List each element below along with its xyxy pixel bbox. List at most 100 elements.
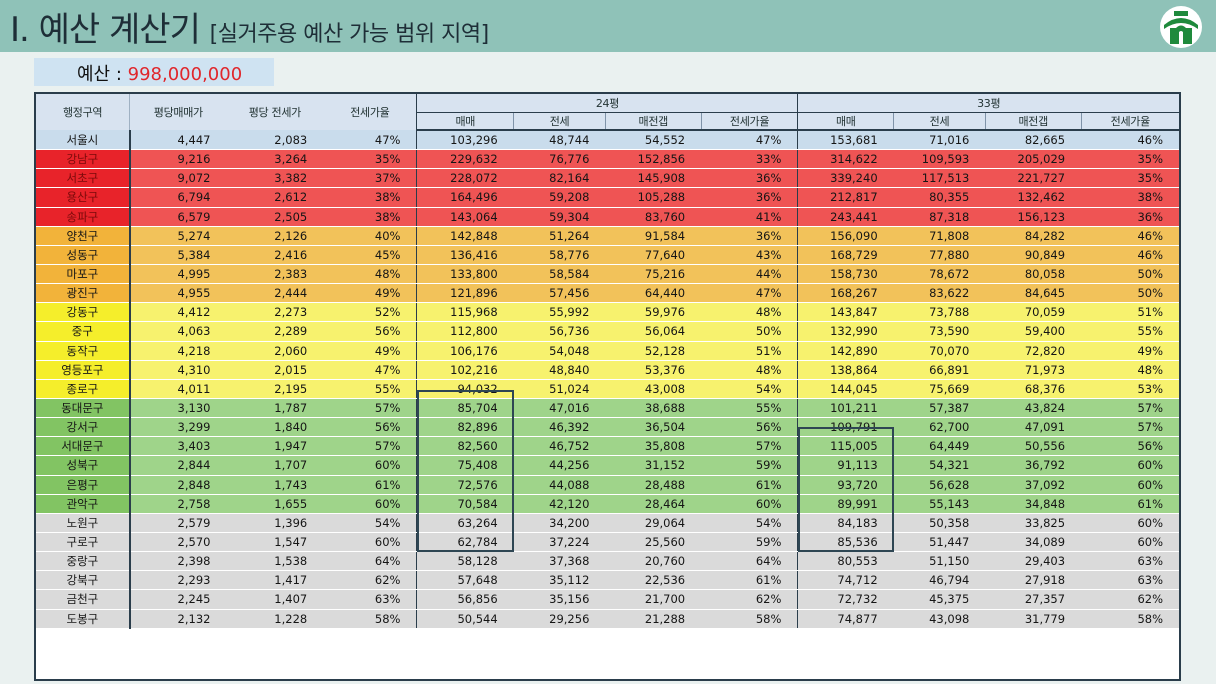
district-name-cell: 종로구	[36, 379, 131, 399]
p24-gap-cell: 25,560	[605, 532, 702, 553]
header-24-jeonse: 전세	[513, 112, 606, 131]
p33-ratio-cell: 55%	[1081, 321, 1179, 342]
p24-jeonse-cell: 37,224	[513, 532, 606, 553]
header-24-sale: 매매	[416, 112, 514, 131]
sale-per-pyeong-cell: 4,310	[129, 360, 227, 380]
p24-sale-cell: 121,896	[416, 283, 514, 304]
p33-ratio-cell: 60%	[1081, 513, 1179, 533]
budget-table-container: 행정구역 평당매매가 평당 전세가 전세가율 24평 33평 매매 전세 매전갭…	[34, 92, 1181, 681]
p33-ratio-cell: 35%	[1081, 168, 1179, 189]
table-row: 구로구 2,570 1,547 60% 62,784 37,224 25,560 59% 85,…	[36, 532, 1179, 553]
p33-sale-cell: 89,991	[797, 494, 894, 514]
p24-ratio-cell: 60%	[701, 494, 798, 514]
p33-jeonse-cell: 57,387	[893, 398, 986, 419]
page-title-text: I. 예산 계산기	[10, 10, 201, 50]
school-logo-icon	[1160, 6, 1202, 48]
p24-sale-cell: 94,032	[416, 379, 514, 399]
title-bar: I. 예산 계산기 [실거주용 예산 가능 범위 지역]	[0, 0, 1216, 52]
jeonse-ratio-cell: 52%	[323, 302, 417, 323]
sale-per-pyeong-cell: 2,848	[129, 475, 227, 495]
district-name-cell: 마포구	[36, 264, 131, 285]
header-24-gap: 매전갭	[604, 112, 702, 131]
table-row: 양천구 5,274 2,126 40% 142,848 51,264 91,584 36% 15…	[36, 226, 1179, 246]
p33-gap-cell: 43,824	[985, 398, 1082, 419]
p24-sale-cell: 103,296	[416, 130, 514, 151]
p24-ratio-cell: 56%	[701, 417, 798, 438]
p33-ratio-cell: 56%	[1081, 436, 1179, 457]
table-row: 도봉구 2,132 1,228 58% 50,544 29,256 21,288 58% 74,…	[36, 609, 1179, 629]
table-row: 노원구 2,579 1,396 54% 63,264 34,200 29,064 54% 84,…	[36, 513, 1179, 533]
jeonse-ratio-cell: 56%	[323, 321, 417, 342]
header-jeonse-ratio: 전세가율	[323, 94, 417, 130]
p33-gap-cell: 34,848	[985, 494, 1082, 514]
p33-jeonse-cell: 75,669	[893, 379, 986, 399]
p33-jeonse-cell: 71,808	[893, 226, 986, 246]
p24-jeonse-cell: 46,752	[513, 436, 606, 457]
p24-jeonse-cell: 37,368	[513, 551, 606, 572]
jeonse-per-pyeong-cell: 1,655	[226, 494, 324, 514]
jeonse-ratio-cell: 60%	[323, 532, 417, 553]
p33-ratio-cell: 60%	[1081, 532, 1179, 553]
jeonse-per-pyeong-cell: 1,417	[226, 570, 324, 591]
table-row: 서대문구 3,403 1,947 57% 82,560 46,752 35,808 57% 11…	[36, 436, 1179, 457]
p24-jeonse-cell: 56,736	[513, 321, 606, 342]
p33-jeonse-cell: 78,672	[893, 264, 986, 285]
p24-jeonse-cell: 51,264	[513, 226, 606, 246]
p33-gap-cell: 34,089	[985, 532, 1082, 553]
p33-gap-cell: 68,376	[985, 379, 1082, 399]
table-row: 성동구 5,384 2,416 45% 136,416 58,776 77,640 43% 16…	[36, 245, 1179, 265]
table-row: 용산구 6,794 2,612 38% 164,496 59,208 105,288 36% 2…	[36, 187, 1179, 208]
p24-ratio-cell: 33%	[701, 149, 798, 170]
p33-sale-cell: 91,113	[797, 455, 894, 476]
header-33-ratio: 전세가율	[1080, 112, 1179, 131]
p33-ratio-cell: 46%	[1081, 130, 1179, 151]
district-name-cell: 금천구	[36, 589, 131, 610]
p24-ratio-cell: 36%	[701, 226, 798, 246]
p24-ratio-cell: 47%	[701, 283, 798, 304]
p33-sale-cell: 109,791	[797, 417, 894, 438]
p33-sale-cell: 85,536	[797, 532, 894, 553]
table-row: 마포구 4,995 2,383 48% 133,800 58,584 75,216 44% 15…	[36, 264, 1179, 285]
jeonse-ratio-cell: 56%	[323, 417, 417, 438]
jeonse-ratio-cell: 58%	[323, 609, 417, 629]
p24-jeonse-cell: 59,304	[513, 207, 606, 227]
p33-jeonse-cell: 83,622	[893, 283, 986, 304]
table-row: 강서구 3,299 1,840 56% 82,896 46,392 36,504 56% 109…	[36, 417, 1179, 438]
p24-ratio-cell: 59%	[701, 532, 798, 553]
jeonse-per-pyeong-cell: 2,289	[226, 321, 324, 342]
table-row: 종로구 4,011 2,195 55% 94,032 51,024 43,008 54% 144…	[36, 379, 1179, 399]
p33-sale-cell: 93,720	[797, 475, 894, 495]
p33-jeonse-cell: 80,355	[893, 187, 986, 208]
jeonse-per-pyeong-cell: 1,396	[226, 513, 324, 533]
jeonse-ratio-cell: 55%	[323, 379, 417, 399]
p33-ratio-cell: 61%	[1081, 494, 1179, 514]
page-title: I. 예산 계산기 [실거주용 예산 가능 범위 지역]	[10, 2, 489, 51]
p33-jeonse-cell: 50,358	[893, 513, 986, 533]
p33-sale-cell: 80,553	[797, 551, 894, 572]
p24-jeonse-cell: 76,776	[513, 149, 606, 170]
page-subtitle: [실거주용 예산 가능 범위 지역]	[209, 22, 490, 47]
sale-per-pyeong-cell: 2,579	[129, 513, 227, 533]
p24-jeonse-cell: 35,156	[513, 589, 606, 610]
p24-jeonse-cell: 51,024	[513, 379, 606, 399]
jeonse-ratio-cell: 40%	[323, 226, 417, 246]
p33-sale-cell: 142,890	[797, 341, 894, 361]
jeonse-ratio-cell: 60%	[323, 455, 417, 476]
budget-row: 예산 : 998,000,000	[77, 60, 242, 86]
district-name-cell: 송파구	[36, 207, 131, 227]
jeonse-per-pyeong-cell: 3,264	[226, 149, 324, 170]
p33-sale-cell: 101,211	[797, 398, 894, 419]
sale-per-pyeong-cell: 4,447	[129, 130, 227, 151]
p24-sale-cell: 63,264	[416, 513, 514, 533]
p33-jeonse-cell: 51,447	[893, 532, 986, 553]
p33-sale-cell: 144,045	[797, 379, 894, 399]
district-name-cell: 은평구	[36, 475, 131, 495]
district-name-cell: 중구	[36, 321, 131, 342]
p33-gap-cell: 205,029	[985, 149, 1082, 170]
jeonse-ratio-cell: 48%	[323, 264, 417, 285]
p24-ratio-cell: 51%	[701, 341, 798, 361]
header-district: 행정구역	[36, 94, 131, 130]
p24-ratio-cell: 48%	[701, 360, 798, 380]
table-row: 강북구 2,293 1,417 62% 57,648 35,112 22,536 61% 74,…	[36, 570, 1179, 591]
p33-sale-cell: 74,712	[797, 570, 894, 591]
